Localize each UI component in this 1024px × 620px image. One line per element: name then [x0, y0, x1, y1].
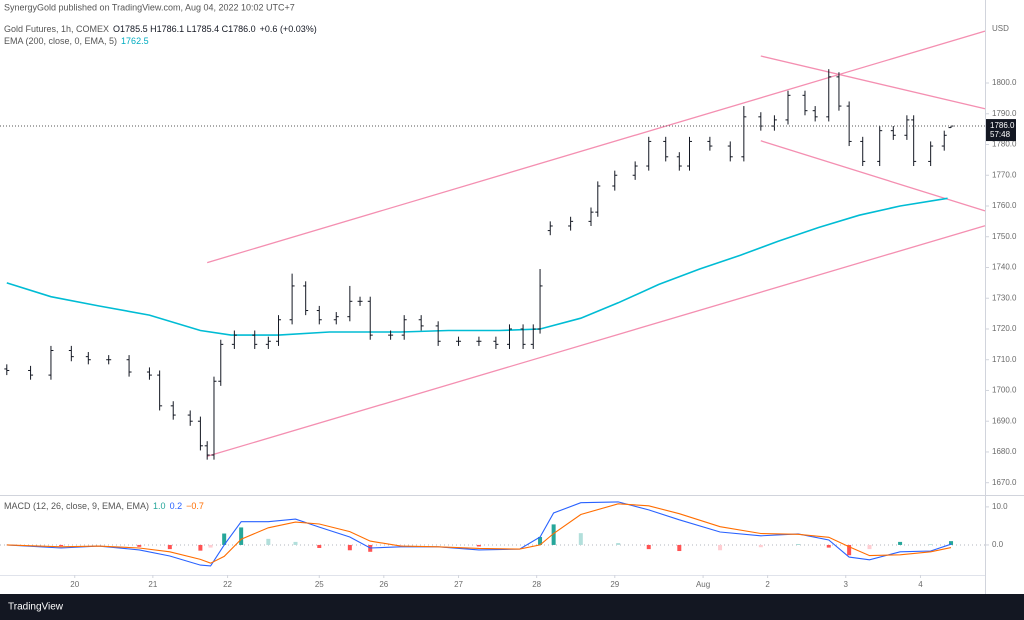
- trendline: [207, 30, 986, 264]
- footer-bar: [0, 594, 1024, 620]
- y-tick-label: 1780.0: [992, 140, 1017, 149]
- histogram-bar: [718, 544, 723, 551]
- histogram-bar: [293, 541, 298, 545]
- footer-logo: TradingView: [8, 602, 64, 613]
- y-tick-label: 1710.0: [992, 355, 1017, 364]
- histogram-bar: [867, 544, 872, 550]
- histogram-bar: [758, 544, 763, 548]
- macd-legend: MACD (12, 26, close, 9, EMA, EMA) 1.0 0.2−…: [4, 501, 204, 511]
- histogram-bar: [317, 544, 322, 548]
- macd-value: 0.2: [170, 501, 183, 511]
- last-price-label: 1786.0: [990, 121, 1015, 130]
- y-tick-label: 1680.0: [992, 447, 1017, 456]
- x-tick-label: 2: [765, 580, 770, 589]
- x-tick-label: 20: [70, 580, 79, 589]
- histogram-bar: [59, 544, 64, 547]
- histogram-bar: [347, 544, 352, 551]
- histogram-bar: [677, 544, 682, 552]
- histogram-bar: [898, 541, 903, 545]
- histogram-bar: [578, 533, 583, 545]
- x-tick-label: 21: [148, 580, 157, 589]
- x-tick-label: 3: [844, 580, 849, 589]
- histogram-bar: [208, 544, 213, 548]
- y-tick-label: 1700.0: [992, 386, 1017, 395]
- histogram-bar: [616, 543, 621, 545]
- y-tick-label: 1750.0: [992, 232, 1017, 241]
- histogram-bar: [826, 544, 831, 548]
- y-tick-label: 1760.0: [992, 201, 1017, 210]
- ema-value: 1762.5: [121, 36, 149, 46]
- macd-name: MACD (12, 26, close, 9, EMA, EMA): [4, 501, 149, 511]
- ema-legend: EMA (200, close, 0, EMA, 5) 1762.5: [4, 36, 149, 46]
- y-tick-label: 1720.0: [992, 324, 1017, 333]
- countdown-label: 57:48: [990, 130, 1011, 139]
- y-tick-label: 1740.0: [992, 263, 1017, 272]
- y-tick-label: 1790.0: [992, 109, 1017, 118]
- macd-line: [6, 501, 952, 567]
- publish-header: SynergyGold published on TradingView.com…: [4, 2, 295, 12]
- trendline: [760, 140, 986, 212]
- histogram-bar: [266, 538, 271, 545]
- x-tick-label: 26: [379, 580, 388, 589]
- trendline: [760, 55, 986, 110]
- signal-line: [6, 503, 952, 564]
- y-tick-label: 1670.0: [992, 478, 1017, 487]
- y-tick-label: 1730.0: [992, 293, 1017, 302]
- histogram-bar: [476, 544, 481, 547]
- histogram-bar: [949, 541, 954, 545]
- histogram-bar: [167, 544, 172, 550]
- x-tick-label: 27: [454, 580, 463, 589]
- histogram-bar: [551, 524, 556, 545]
- histogram-bar: [239, 527, 244, 545]
- signal-value: −0.7: [186, 501, 204, 511]
- x-tick-label: 4: [918, 580, 923, 589]
- x-tick-label: 28: [532, 580, 541, 589]
- symbol: Gold Futures, 1h, COMEX: [4, 24, 109, 34]
- histogram-bar: [847, 544, 852, 556]
- last-price-box: [986, 119, 1016, 142]
- ema-name: EMA (200, close, 0, EMA, 5): [4, 36, 117, 46]
- histogram-bar: [222, 533, 227, 545]
- hist-value: 1.0: [153, 501, 166, 511]
- y-tick-label: 0.0: [992, 540, 1004, 549]
- y-tick-label: 1800.0: [992, 78, 1017, 87]
- ema-line: [6, 197, 948, 336]
- histogram-bar: [538, 536, 543, 545]
- histogram-bar: [137, 544, 142, 547]
- legend: Gold Futures, 1h, COMEX O1785.5 H1786.1 L…: [4, 24, 317, 34]
- x-tick-label: 22: [223, 580, 232, 589]
- histogram-bar: [398, 544, 403, 546]
- change: +0.6 (+0.03%): [260, 24, 317, 34]
- histogram-bar: [928, 544, 933, 545]
- currency: USD: [992, 24, 1009, 33]
- histogram-bar: [646, 544, 651, 550]
- y-tick-label: 1690.0: [992, 416, 1017, 425]
- y-tick-label: 1770.0: [992, 170, 1017, 179]
- histogram-bar: [198, 544, 203, 551]
- ohlc-values: O1785.5 H1786.1 L1785.4 C1786.0: [113, 24, 256, 34]
- y-tick-label: 10.0: [992, 502, 1008, 511]
- trendline: [207, 225, 986, 457]
- x-tick-label: 29: [610, 580, 619, 589]
- x-tick-label: Aug: [696, 580, 710, 589]
- x-tick-label: 25: [315, 580, 324, 589]
